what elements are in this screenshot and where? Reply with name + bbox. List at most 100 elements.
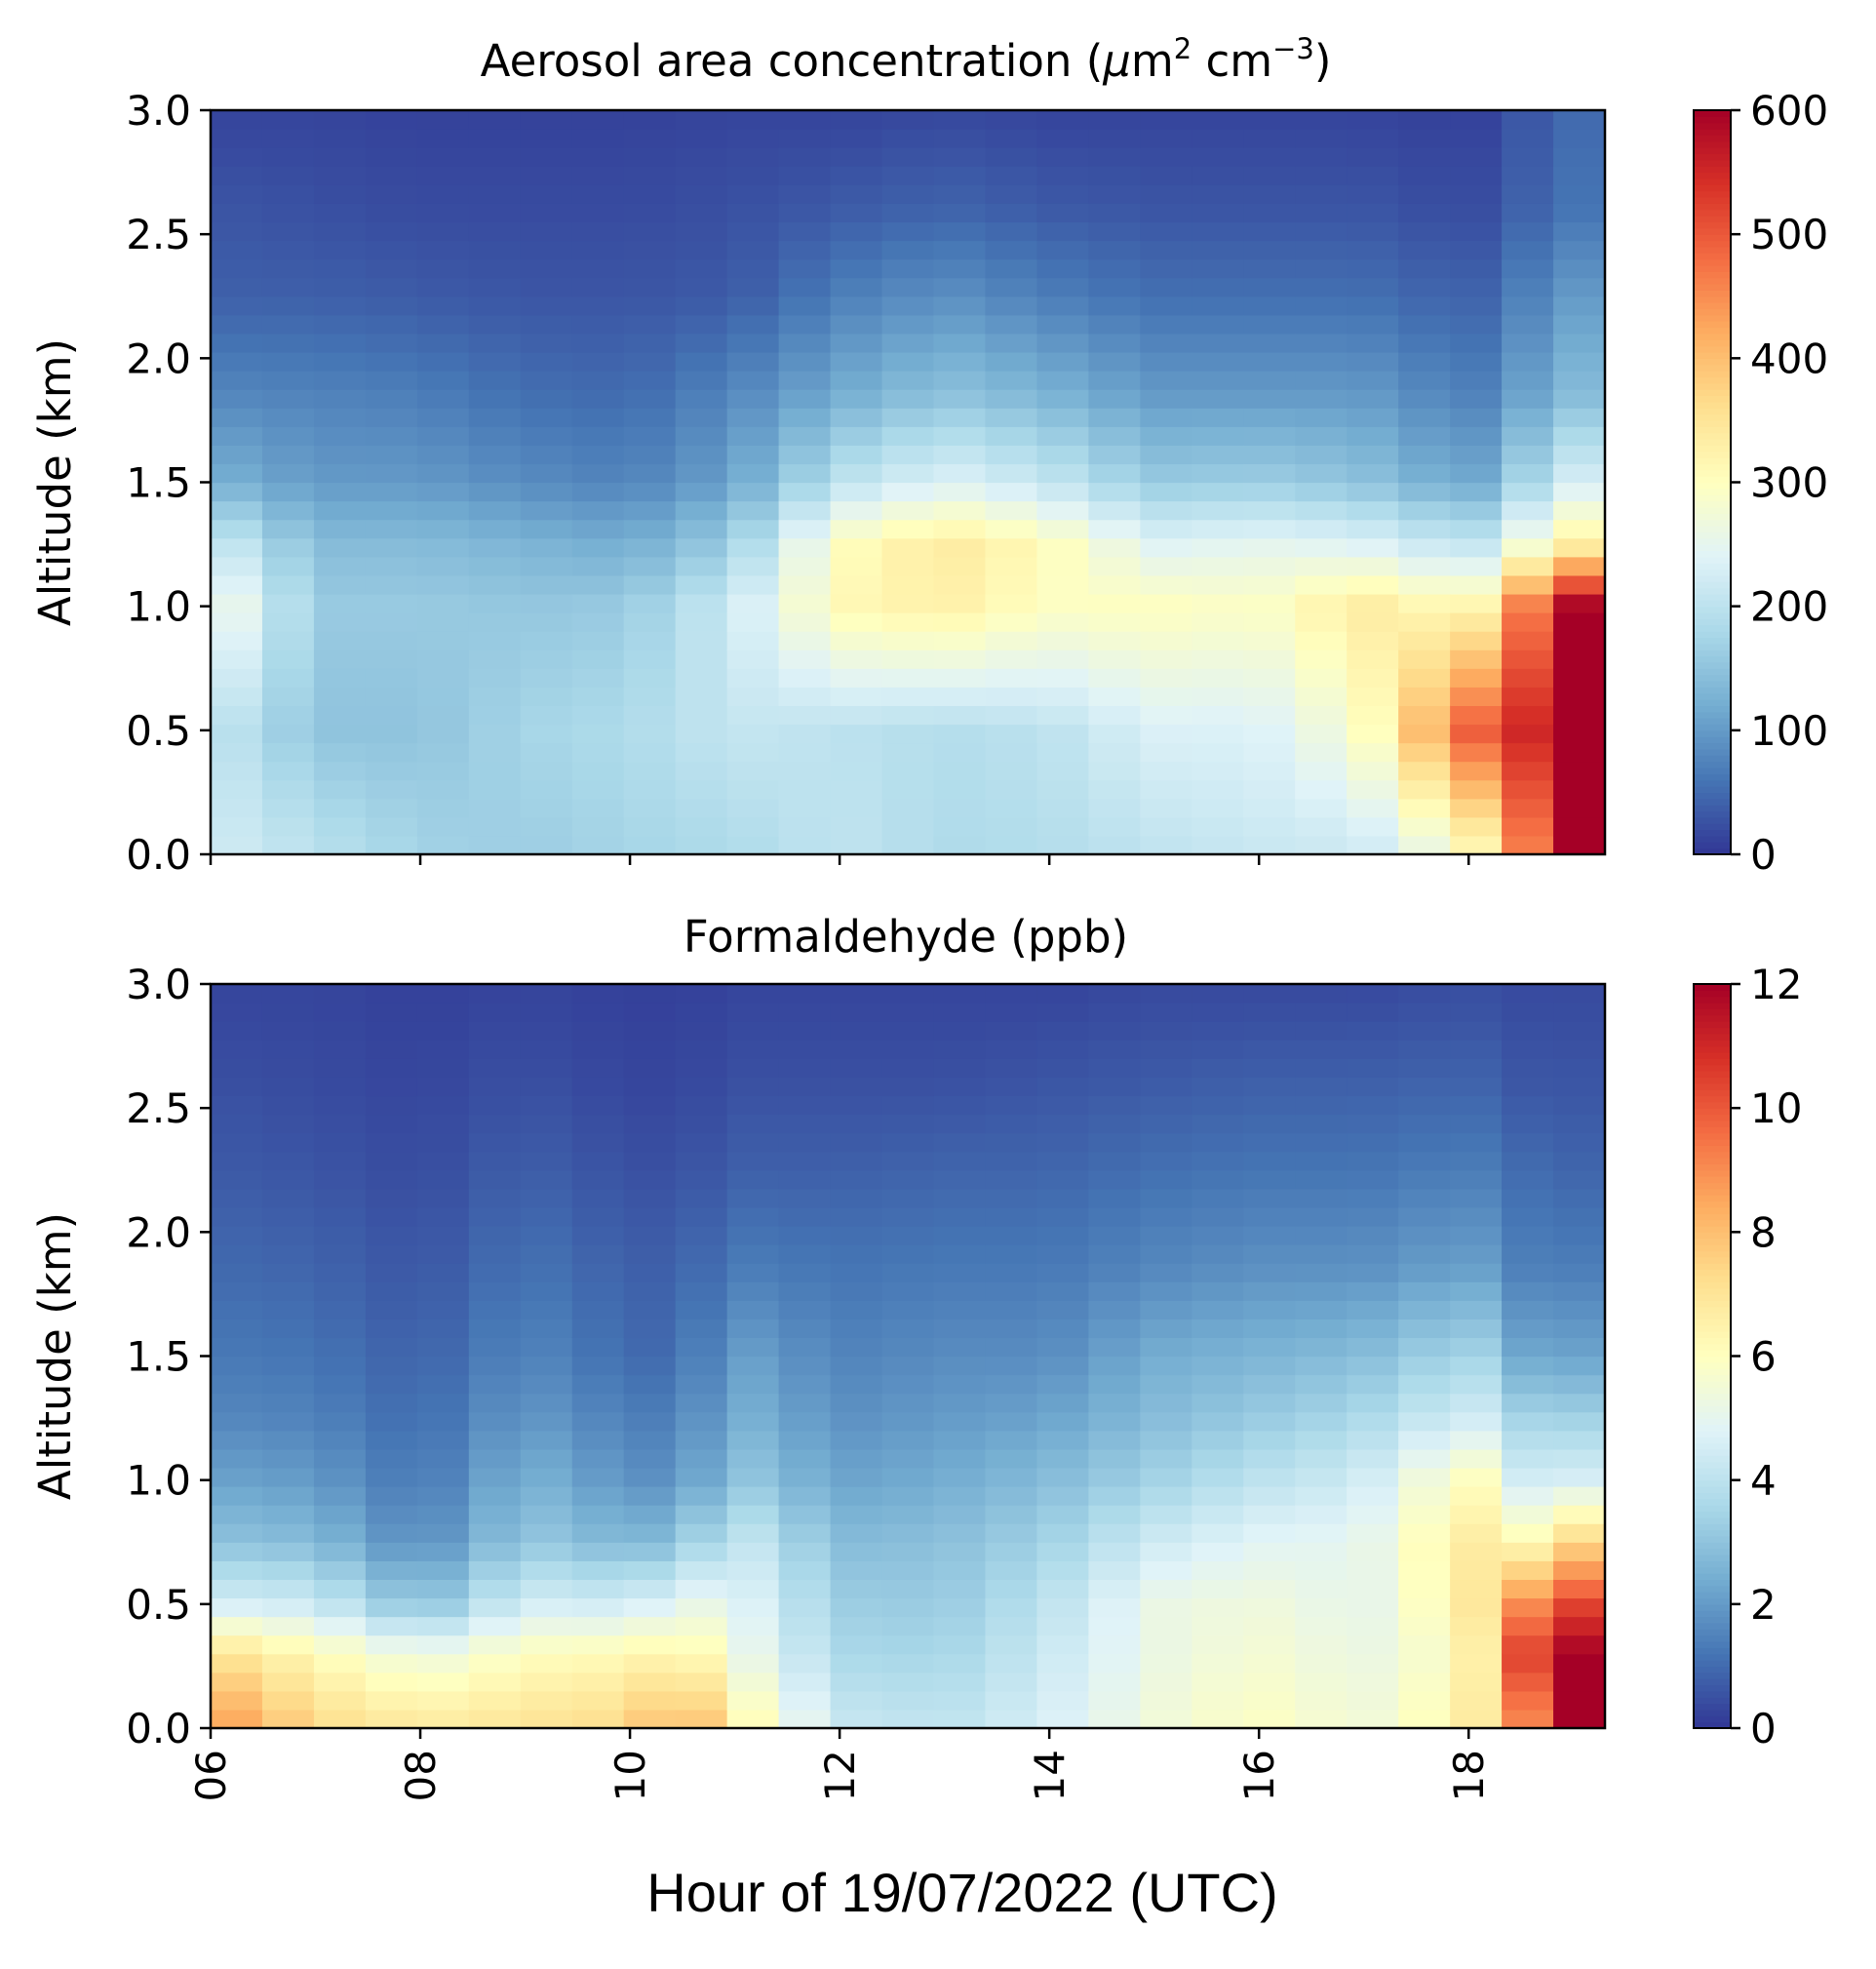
heatmap-cell [416, 1300, 470, 1319]
heatmap-cell [1553, 1132, 1606, 1153]
heatmap-cell [1295, 687, 1348, 706]
colorbar-segment [1694, 1213, 1731, 1221]
heatmap-cell [1398, 724, 1451, 744]
heatmap-cell [1398, 482, 1451, 502]
heatmap-cell [1243, 1430, 1296, 1450]
heatmap-cell [1295, 705, 1348, 726]
heatmap-cell [416, 1523, 470, 1543]
heatmap-cell [1088, 593, 1141, 613]
heatmap-cell [881, 631, 935, 650]
heatmap-cell [933, 779, 987, 800]
heatmap-cell [365, 1430, 418, 1450]
heatmap-cell [778, 258, 832, 279]
heatmap-cell [1036, 1448, 1089, 1469]
heatmap-cell [623, 1095, 677, 1116]
heatmap-cell [1140, 1505, 1192, 1524]
heatmap-cell [313, 1542, 367, 1561]
heatmap-cell [571, 240, 625, 260]
heatmap-cell [571, 779, 625, 800]
heatmap-cell [881, 1467, 935, 1487]
heatmap-cell [1192, 742, 1244, 763]
colorbar-tick-label: 600 [1750, 87, 1828, 135]
heatmap-cell [881, 389, 935, 409]
heatmap-cell [261, 1448, 315, 1469]
heatmap-cell [778, 742, 832, 763]
heatmap-cell [313, 500, 367, 521]
heatmap-cell [313, 742, 367, 763]
heatmap-cell [933, 295, 987, 316]
colorbar-segment [1694, 1442, 1731, 1450]
heatmap-cell [933, 593, 987, 613]
heatmap-cell [1553, 724, 1606, 744]
heatmap-cell [1140, 1300, 1192, 1319]
colorbar-segment [1694, 1486, 1731, 1493]
heatmap-cell [1243, 445, 1296, 465]
heatmap-cell [211, 1542, 263, 1561]
colorbar-segment [1694, 1293, 1731, 1301]
heatmap-cell [416, 408, 470, 427]
heatmap-cell [675, 1597, 728, 1618]
heatmap-cell [830, 333, 883, 353]
heatmap-cell [211, 1672, 263, 1692]
heatmap-cell [1502, 984, 1554, 1004]
heatmap-cell [1192, 1077, 1244, 1097]
heatmap-cell [881, 129, 935, 148]
heatmap-cell [1140, 1430, 1192, 1450]
heatmap-cell [1398, 1411, 1451, 1432]
heatmap-cell [1553, 779, 1606, 800]
heatmap-cell [1243, 1263, 1296, 1282]
heatmap-cell [623, 1505, 677, 1524]
heatmap-cell [1502, 574, 1554, 595]
heatmap-cell [468, 166, 522, 185]
heatmap-cell [261, 295, 315, 316]
heatmap-cell [313, 147, 367, 167]
heatmap-cell [365, 1690, 418, 1711]
heatmap-cell [778, 203, 832, 223]
heatmap-cell [881, 1356, 935, 1376]
heatmap-cell [468, 1263, 522, 1282]
heatmap-cell [365, 482, 418, 502]
heatmap-cell [1088, 835, 1141, 855]
colorbar-segment [1694, 500, 1731, 508]
heatmap-cell [1243, 1634, 1296, 1655]
heatmap-cell [1450, 537, 1503, 558]
heatmap-cell [571, 351, 625, 372]
heatmap-cell [416, 724, 470, 744]
colorbar-segment [1694, 1411, 1731, 1419]
heatmap-cell [985, 1040, 1037, 1059]
heatmap-cell [211, 1319, 263, 1339]
colorbar-segment [1694, 476, 1731, 484]
heatmap-cell [675, 761, 728, 781]
heatmap-cell [1036, 668, 1089, 688]
heatmap-cell [211, 129, 263, 148]
heatmap-cell [365, 537, 418, 558]
heatmap-cell [468, 129, 522, 148]
heatmap-cell [1502, 798, 1554, 818]
heatmap-cell [830, 724, 883, 744]
heatmap-cell [985, 1263, 1037, 1282]
colorbar-segment [1694, 284, 1731, 291]
heatmap-cell [830, 1393, 883, 1413]
heatmap-cell [520, 482, 573, 502]
heatmap-cell [778, 556, 832, 576]
heatmap-cell [1243, 333, 1296, 353]
heatmap-cell [726, 1448, 780, 1469]
heatmap-cell [211, 984, 263, 1004]
heatmap-cell [985, 1281, 1037, 1301]
heatmap-cell [1295, 110, 1348, 130]
heatmap-cell [416, 147, 470, 167]
heatmap-cell [261, 1114, 315, 1134]
heatmap-cell [571, 1337, 625, 1358]
heatmap-cell [468, 221, 522, 242]
heatmap-cell [520, 1486, 573, 1506]
heatmap-cell [211, 1523, 263, 1543]
heatmap-cell [571, 426, 625, 446]
heatmap-cell [675, 408, 728, 427]
heatmap-cell [881, 612, 935, 632]
heatmap-cell [571, 1616, 625, 1636]
heatmap-cell [778, 1151, 832, 1171]
heatmap-cell [365, 835, 418, 855]
heatmap-cell [623, 1058, 677, 1078]
colorbar-segment [1694, 1120, 1731, 1127]
heatmap-cell [416, 1058, 470, 1078]
